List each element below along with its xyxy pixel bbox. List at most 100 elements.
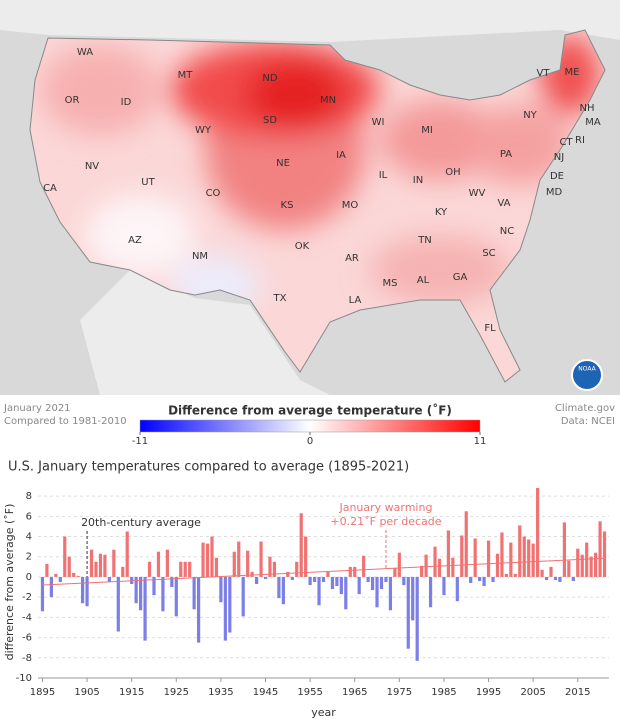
bar — [54, 573, 58, 577]
bar — [379, 576, 384, 590]
bar — [174, 576, 178, 617]
state-label: WY — [195, 125, 212, 136]
mexico — [80, 270, 330, 395]
bar — [223, 576, 227, 641]
bar — [335, 576, 339, 587]
x-tick-label: 1975 — [387, 687, 412, 698]
bar — [321, 576, 326, 582]
bar — [353, 566, 357, 577]
annotation: 20th-century average — [81, 516, 201, 529]
bar — [76, 575, 80, 577]
bar — [491, 576, 495, 582]
state-label: SD — [263, 115, 277, 126]
bar — [63, 536, 67, 577]
bar — [411, 576, 415, 621]
bar — [478, 576, 482, 581]
bar — [237, 541, 241, 577]
state-label: CA — [43, 183, 57, 194]
state-label: DE — [550, 171, 564, 182]
state-label: WA — [77, 47, 93, 58]
x-tick-label: 1925 — [164, 687, 189, 698]
bar — [89, 549, 94, 577]
y-tick-label: 0 — [26, 572, 32, 583]
bar — [112, 549, 116, 577]
anomaly-blob — [245, 60, 345, 130]
bar — [460, 535, 464, 577]
state-label: WV — [469, 188, 486, 199]
y-tick-label: 8 — [26, 491, 32, 502]
bar — [49, 576, 53, 598]
bar — [183, 561, 187, 577]
state-labels: WA OR CA ID NV MT WY UT AZ CO NM ND SD NE KS OK TX MN IA MO… — [43, 47, 601, 334]
x-tick-label: 1945 — [253, 687, 278, 698]
state-label: VA — [497, 198, 510, 209]
state-label: FL — [484, 323, 496, 334]
state-label: UT — [141, 177, 155, 188]
bar — [482, 576, 486, 587]
bar — [576, 548, 580, 577]
state-label: MA — [585, 117, 601, 128]
state-label: OR — [65, 95, 80, 106]
annotation: January warming — [338, 501, 432, 514]
state-label: MO — [342, 200, 359, 211]
y-tick-label: -4 — [22, 612, 32, 623]
bar — [125, 531, 129, 577]
state-label: TX — [273, 293, 287, 304]
colorbar-bar — [139, 419, 481, 433]
x-tick-label: 1915 — [119, 687, 144, 698]
y-tick-label: 4 — [26, 532, 32, 543]
y-tick-label: -6 — [22, 633, 32, 644]
bar — [58, 576, 62, 582]
y-tick-label: -2 — [22, 592, 32, 603]
state-label: NJ — [554, 152, 564, 163]
credit: Data: NCEI — [561, 416, 615, 427]
state-label: MT — [178, 70, 194, 81]
caption: January 2021 — [3, 403, 71, 414]
bar — [205, 543, 210, 577]
bar — [196, 576, 201, 643]
bar — [518, 525, 522, 577]
bar — [393, 567, 397, 577]
bar — [469, 576, 473, 584]
bar — [161, 576, 165, 612]
bar — [598, 521, 602, 577]
colorbar-tick-label: -11 — [132, 436, 148, 447]
bar — [72, 572, 76, 577]
bar — [585, 542, 589, 577]
bar — [370, 576, 375, 591]
bar — [446, 530, 451, 577]
bar — [464, 511, 468, 577]
state-label: RI — [575, 135, 585, 146]
state-label: CO — [206, 188, 221, 199]
bar — [116, 576, 120, 632]
bar — [580, 554, 584, 577]
state-label: OH — [445, 167, 460, 178]
y-tick-label: -10 — [16, 673, 32, 684]
bar — [366, 576, 370, 582]
bar — [509, 542, 513, 577]
bar — [536, 488, 540, 577]
anomaly-blob — [370, 235, 510, 305]
bar — [388, 576, 393, 611]
state-label: AL — [417, 275, 430, 286]
bar — [268, 556, 272, 577]
state-label: GA — [453, 272, 468, 283]
plot: -10 -8 -6 -4 -2 0 2 4 6 8 1895 1905 1915 1925 1935 1945… — [3, 488, 609, 719]
bar — [45, 563, 49, 577]
bar — [567, 560, 571, 577]
bar — [326, 571, 330, 577]
bar — [304, 536, 308, 577]
bar — [473, 538, 477, 577]
bar — [558, 576, 562, 582]
state-label: NH — [580, 103, 595, 114]
y-tick-label: 2 — [26, 552, 32, 563]
bar — [339, 576, 343, 595]
bar — [188, 561, 192, 577]
bar — [375, 576, 379, 608]
state-label: AR — [345, 253, 359, 264]
state-label: NE — [276, 158, 290, 169]
bar — [317, 576, 321, 606]
bar — [201, 542, 205, 577]
y-tick-label: 6 — [26, 511, 32, 522]
bar — [103, 554, 107, 577]
